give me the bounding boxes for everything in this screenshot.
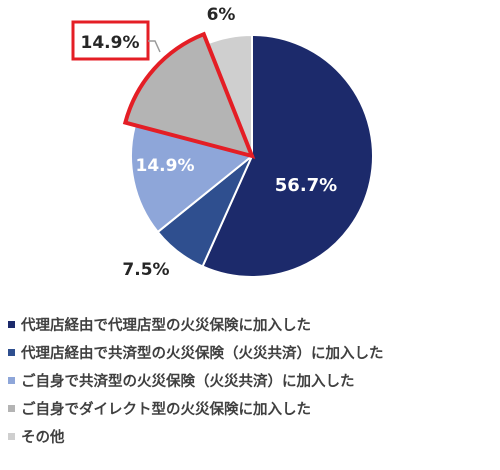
highlight-outline <box>122 31 256 159</box>
legend-swatch <box>8 432 15 440</box>
legend-item: その他 <box>8 422 384 450</box>
data-label-4: 14.9% <box>81 33 140 53</box>
legend-item: ご自身で共済型の火災保険（火災共済）に加入した <box>8 366 384 394</box>
legend-label: 代理店経由で共済型の火災保険（火災共済）に加入した <box>21 345 384 362</box>
legend-label: ご自身でダイレクト型の火災保険に加入した <box>21 401 311 418</box>
data-label-2: 7.5% <box>122 260 169 280</box>
pie-chart: 56.7% 7.5% 14.9% 14.9% 6% <box>71 5 374 280</box>
data-labels: 56.7% 7.5% 14.9% 14.9% 6% <box>71 5 337 280</box>
legend-label: ご自身で共済型の火災保険（火災共済）に加入した <box>21 373 355 390</box>
legend-swatch <box>8 348 15 356</box>
legend-label: その他 <box>21 429 65 446</box>
pie-slice-3 <box>130 123 255 234</box>
legend-item: 代理店経由で代理店型の火災保険に加入した <box>8 310 384 338</box>
highlight-label-box <box>71 20 150 61</box>
legend-item: ご自身でダイレクト型の火災保険に加入した <box>8 394 384 422</box>
legend-swatch <box>8 404 15 412</box>
pie-slice-1 <box>201 33 374 278</box>
legend: 代理店経由で代理店型の火災保険に加入した 代理店経由で共済型の火災保険（火災共済… <box>8 310 384 450</box>
legend-swatch <box>8 376 15 384</box>
highlight-layer <box>122 31 256 159</box>
legend-swatch <box>8 320 15 328</box>
label-leader-line <box>148 40 161 53</box>
data-label-1: 56.7% <box>275 175 337 196</box>
data-label-3: 14.9% <box>136 156 195 176</box>
legend-item: 代理店経由で共済型の火災保険（火災共済）に加入した <box>8 338 384 366</box>
legend-label: 代理店経由で代理店型の火災保険に加入した <box>21 317 311 334</box>
data-label-5: 6% <box>207 5 236 25</box>
